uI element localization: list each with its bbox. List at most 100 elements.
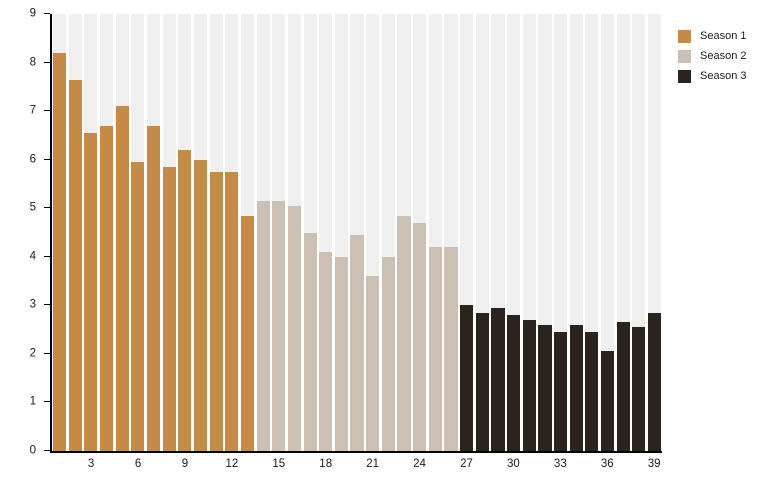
bar-slot-episode-15	[272, 14, 286, 451]
bar-episode-31[interactable]	[522, 319, 536, 451]
x-tick-label-9: 9	[181, 458, 189, 470]
bar-slot-episode-5	[115, 14, 129, 451]
legend-label-season-3: Season 3	[700, 70, 747, 82]
y-tick-6	[44, 158, 50, 160]
bar-slot-episode-3	[84, 14, 98, 451]
bar-slot-episode-8	[162, 14, 176, 451]
legend-item-season-3[interactable]: Season 3	[678, 70, 746, 83]
bar-slot-episode-23	[397, 14, 411, 451]
bar-slot-episode-9	[178, 14, 192, 451]
bar-slot-episode-21	[366, 14, 380, 451]
bar-episode-35[interactable]	[585, 332, 599, 451]
bar-episode-28[interactable]	[475, 312, 489, 451]
bar-slot-episode-4	[99, 14, 114, 451]
bar-slot-episode-33	[554, 14, 568, 451]
y-tick-label-9: 9	[29, 7, 36, 20]
bar-slot-episode-12	[225, 14, 239, 451]
bar-slot-episode-20	[350, 14, 364, 451]
y-axis: 0 1 2 3 4 5 6 7 8 9	[0, 8, 48, 456]
bar-episode-17[interactable]	[303, 232, 317, 451]
bar-slot-episode-19	[334, 14, 348, 451]
bar-slot-episode-32	[538, 14, 552, 451]
bar-slot-episode-10	[193, 14, 208, 451]
bar-episode-39[interactable]	[647, 312, 662, 451]
bar-episode-22[interactable]	[381, 256, 395, 451]
y-tick-4	[44, 255, 50, 257]
bar-episode-21[interactable]	[366, 276, 380, 451]
bar-slot-episode-36	[600, 14, 615, 451]
legend-swatch-season-3-icon	[678, 70, 691, 83]
bar-episode-13[interactable]	[240, 215, 255, 451]
bar-episode-12[interactable]	[225, 171, 239, 451]
bar-episode-29[interactable]	[491, 307, 505, 451]
bar-episode-24[interactable]	[413, 222, 427, 451]
x-tick-label-3: 3	[87, 458, 95, 470]
bar-slot-episode-17	[303, 14, 317, 451]
bar-episode-8[interactable]	[162, 166, 176, 451]
bar-slot-episode-24	[413, 14, 427, 451]
bar-slot-episode-11	[209, 14, 223, 451]
bar-episode-9[interactable]	[178, 149, 192, 451]
y-tick-7	[44, 110, 50, 112]
legend-item-season-1[interactable]: Season 1	[678, 30, 746, 43]
legend-swatch-season-2-icon	[678, 50, 691, 63]
y-tick-9	[44, 13, 50, 14]
legend: Season 1 Season 2 Season 3	[678, 30, 746, 90]
x-tick-label-24: 24	[413, 458, 426, 470]
bar-episode-6[interactable]	[131, 162, 145, 451]
bar-episode-36[interactable]	[600, 351, 615, 451]
y-tick-3	[44, 304, 50, 306]
bar-episode-18[interactable]	[319, 251, 333, 451]
bar-slot-episode-2	[68, 14, 82, 451]
x-tick-label-12: 12	[225, 458, 239, 470]
bar-episode-3[interactable]	[84, 132, 98, 451]
bar-episode-20[interactable]	[350, 234, 364, 451]
bar-slot-episode-7	[146, 14, 161, 451]
bar-episode-37[interactable]	[616, 322, 630, 451]
y-tick-label-4: 4	[29, 250, 36, 263]
legend-swatch-season-1-icon	[678, 30, 691, 43]
bar-episode-26[interactable]	[444, 247, 458, 451]
bar-episode-4[interactable]	[99, 125, 114, 451]
bar-slot-episode-38	[632, 14, 646, 451]
bar-episode-23[interactable]	[397, 215, 411, 451]
bar-episode-32[interactable]	[538, 324, 552, 451]
y-tick-label-1: 1	[29, 395, 36, 408]
bar-episode-16[interactable]	[287, 205, 301, 451]
bar-episode-34[interactable]	[569, 324, 583, 451]
bar-slot-episode-29	[491, 14, 505, 451]
x-tick-label-39: 39	[647, 458, 661, 470]
bar-episode-2[interactable]	[68, 79, 82, 451]
y-tick-8	[44, 61, 50, 63]
x-tick-label-18: 18	[319, 458, 333, 470]
bar-slot-episode-28	[475, 14, 489, 451]
bar-episode-14[interactable]	[256, 200, 270, 451]
bar-episode-33[interactable]	[554, 332, 568, 451]
bar-slot-episode-1	[53, 14, 67, 451]
bar-episode-25[interactable]	[428, 247, 442, 451]
bar-episode-27[interactable]	[460, 305, 474, 451]
bar-episode-1[interactable]	[53, 52, 67, 451]
legend-label-season-2: Season 2	[700, 50, 747, 62]
x-tick-label-27: 27	[460, 458, 473, 470]
bar-episode-38[interactable]	[632, 327, 646, 451]
x-tick-label-21: 21	[366, 458, 380, 470]
x-tick-label-15: 15	[272, 458, 286, 470]
bar-episode-10[interactable]	[193, 159, 208, 451]
y-tick-label-3: 3	[29, 298, 36, 311]
plot-slots	[52, 14, 662, 451]
x-tick-label-6: 6	[134, 458, 142, 470]
bar-episode-30[interactable]	[507, 315, 521, 451]
bar-slot-episode-34	[569, 14, 583, 451]
bar-slot-episode-27	[460, 14, 474, 451]
bar-slot-episode-13	[240, 14, 255, 451]
bar-slot-episode-31	[522, 14, 536, 451]
bar-episode-19[interactable]	[334, 256, 348, 451]
bar-episode-5[interactable]	[115, 106, 129, 451]
legend-item-season-2[interactable]: Season 2	[678, 50, 746, 63]
bar-episode-11[interactable]	[209, 171, 223, 451]
bar-episode-15[interactable]	[272, 200, 286, 451]
bar-episode-7[interactable]	[146, 125, 161, 451]
bar-slot-episode-39	[647, 14, 662, 451]
